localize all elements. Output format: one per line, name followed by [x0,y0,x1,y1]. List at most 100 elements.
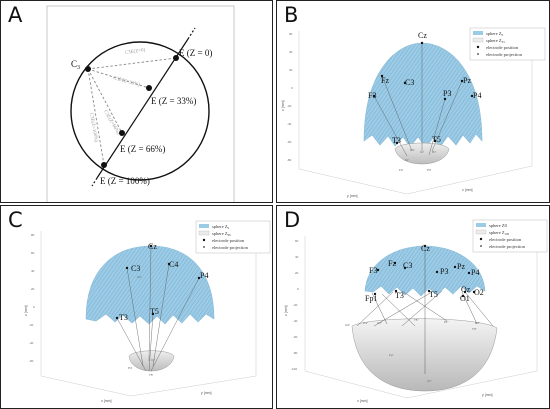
projection-labels-b: Cz' C3' Fz' F3' Pz' P3' [399,148,437,172]
panel-d: D 60 40 20 0 -20 -40 -60 -80 -100 z [mm] x [mm… [276,205,550,409]
svg-text:T3'': T3'' [472,327,477,331]
panel-label-b: B [284,3,299,27]
legend-projection: electrode projection [212,245,249,250]
svg-text:Fp'': Fp'' [389,353,394,357]
svg-text:80: 80 [31,233,35,237]
legend-swatch-z33 [472,37,484,43]
legend-marker-position [202,238,206,242]
electrode-pz: Pz [463,76,471,85]
legend: sphere Z0 sphere Z33 electrode position … [469,27,546,61]
inner-frame [46,5,235,202]
svg-text:20: 20 [289,68,293,72]
electrode-markers-c [115,244,201,320]
legend-marker-projection [477,53,479,55]
electrode-o2: O2 [474,288,484,297]
svg-text:-60: -60 [293,335,298,339]
z-ticks: 60 40 20 0 -20 -40 -60 -80 -100 [291,239,299,371]
legend-swatch-z0 [476,223,486,227]
svg-text:-20: -20 [293,303,298,307]
svg-text:P4': P4' [128,366,133,370]
electrode-t5: T5 [150,307,159,316]
svg-text:Cz': Cz' [420,150,425,154]
svg-text:C3': C3' [410,148,415,152]
svg-text:Pz': Pz' [432,150,437,154]
sphere-z0-outer [363,42,483,149]
electrode-o1: O1 [460,294,470,303]
svg-text:20: 20 [31,287,35,291]
svg-text:Cz'': Cz'' [427,379,432,383]
svg-text:-20: -20 [287,104,292,108]
projection-lines-c [116,245,200,372]
electrode-t5: T5 [432,135,441,144]
electrode-pz: Pz [457,262,465,271]
legend-marker-position [479,237,483,241]
y-axis-label: y [mm] [347,194,358,198]
electrode-c4: C4 [169,260,178,269]
svg-text:Oz'': Oz'' [377,321,382,325]
electrode-z33-point [146,85,152,91]
panel-label-a: A [8,3,23,27]
svg-text:-100: -100 [291,367,297,371]
label-e-z33: E (Z = 33%) [151,96,196,106]
electrode-markers-b [372,41,474,145]
svg-text:60: 60 [295,239,299,243]
sphere-z100-inner [351,318,498,392]
electrode-oz: Oz [461,285,471,294]
sphere-z66-inner [128,350,175,372]
panel-label-c: C [8,208,23,232]
electrode-z0-point [173,55,179,61]
axis-extension-top [187,27,196,40]
electrode-cz: Cz [421,244,430,253]
electrode-p4: P4 [473,91,481,100]
x-axis-label: x [mm] [357,399,368,403]
axes-box [304,236,538,399]
svg-text:40: 40 [31,269,35,273]
projection-lines [87,57,177,166]
svg-text:P3': P3' [427,168,432,172]
svg-text:C3E(Z=33%): C3E(Z=33%) [112,76,140,88]
svg-text:-40: -40 [293,319,298,323]
panel-label-d: D [284,208,301,232]
c3-point [85,66,91,72]
electrode-f3: F3 [368,91,376,100]
legend-marker-position [476,45,480,49]
distance-annotations: C3E(Z=0) C3E(Z=33%) C3E(Z=66%) C3E(Z=100… [88,48,146,143]
x-axis-label: x [mm] [101,399,112,403]
svg-text:-40: -40 [29,341,34,345]
legend-swatch-z0 [473,31,483,35]
label-e-z0: E (Z = 0) [179,48,212,58]
svg-text:0: 0 [33,305,35,309]
electrode-c3: C3 [405,78,414,87]
c3-label: C3 [71,59,80,71]
svg-text:-80: -80 [293,351,298,355]
legend-marker-projection [203,246,205,248]
electrode-cz: Cz [418,31,427,40]
axis-extension-bottom [91,177,98,187]
electrode-t3: T3 [392,136,401,145]
svg-text:O1'': O1'' [363,321,369,325]
electrode-cz: Cz [148,242,157,251]
legend-z0: sphere Z0 [212,224,230,230]
legend-position: electrode position [212,238,245,243]
electrode-f3: F3 [369,266,377,275]
panel-b: B [276,0,550,203]
svg-text:60: 60 [289,32,293,36]
z-ticks: 80 60 40 20 0 -20 -40 -60 [29,233,35,363]
projection-lines-b [373,43,463,157]
svg-text:0: 0 [291,86,293,90]
electrode-fp1: Fp1 [365,294,377,303]
label-e-z66: E (Z = 66%) [120,144,165,154]
electrode-fz: Fz [381,76,389,85]
electrode-fz: Fz [388,259,396,268]
projection-labels-c: C3' Cz' P4' T5' [128,275,156,377]
svg-text:Fz': Fz' [405,158,409,162]
z-axis-label: z [mm] [281,100,285,111]
legend-z0: sphere Z0 [486,31,504,37]
electrode-p4: P4 [200,271,208,280]
svg-text:60: 60 [31,251,35,255]
electrode-t5: T5 [429,290,438,299]
panel-c: C 80 60 40 20 0 -20 -40 -60 z [mm] x [mm] y [… [0,205,273,409]
electrode-t3: T3 [395,291,404,300]
y-axis-label: y [mm] [482,393,493,397]
